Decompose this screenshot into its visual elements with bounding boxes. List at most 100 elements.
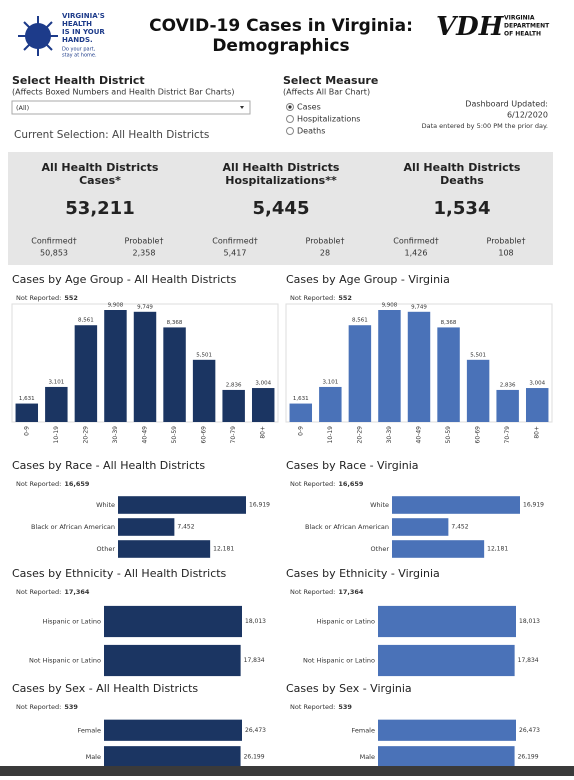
summary: All Health DistrictsCases*53,211Confirme…: [31, 161, 525, 258]
value-label: 26,199: [518, 753, 539, 760]
chart-title: Cases by Sex - All Health Districts: [12, 682, 198, 695]
value-label: 8,368: [441, 320, 457, 326]
bar: [378, 310, 401, 422]
value-label: 9,749: [411, 304, 427, 310]
not-reported: Not Reported: 16,659: [290, 480, 364, 488]
bar: [104, 644, 241, 677]
note-value: 16,659: [64, 480, 90, 488]
category-label: 60-69: [475, 426, 482, 444]
category-label: Black or African American: [31, 523, 115, 531]
summary-panel: [8, 152, 553, 265]
option-label[interactable]: Cases: [297, 103, 321, 112]
bar: [319, 386, 342, 422]
chart-title: Cases by Race - All Health Districts: [12, 459, 205, 472]
dropdown-value[interactable]: (All): [16, 104, 29, 112]
value-label: 12,181: [213, 546, 234, 553]
vdh-name: DEPARTMENT: [504, 23, 550, 30]
value-label: 1,631: [293, 396, 309, 402]
note-value: 539: [64, 703, 78, 711]
summary-total: 1,534: [434, 198, 491, 219]
bar: [118, 496, 246, 514]
chart-title: Cases by Age Group - Virginia: [286, 273, 450, 286]
category-label: Other: [371, 545, 390, 553]
note-label: Not Reported:: [290, 480, 335, 488]
charts: Cases by Age Group - All Health District…: [11, 273, 553, 768]
measure-option[interactable]: Deaths: [286, 127, 326, 136]
bar: [289, 403, 313, 422]
category-label: 30-39: [112, 426, 119, 444]
bar: [104, 719, 242, 741]
category-label: 0-9: [23, 426, 30, 436]
bar: [104, 310, 127, 422]
value-label: 26,473: [519, 727, 540, 734]
bar: [466, 359, 490, 422]
not-reported: Not Reported: 16,659: [16, 480, 90, 488]
probable-label: Probable†: [306, 237, 345, 246]
category-label: Black or African American: [305, 523, 389, 531]
confirmed-value: 1,426: [405, 249, 428, 258]
confirmed-label: Confirmed†: [212, 237, 258, 246]
logo-line: IS IN YOUR: [62, 28, 105, 36]
filter-label: Select Measure: [283, 74, 378, 87]
updated-note: Data entered by 5:00 PM the prior day.: [422, 122, 548, 130]
summary-title: Hospitalizations**: [225, 174, 337, 187]
bar: [133, 311, 157, 422]
category-label: 80+: [534, 426, 541, 439]
logo-line: HEALTH: [62, 20, 92, 28]
bar: [74, 325, 98, 422]
bar: [392, 496, 520, 514]
value-label: 18,013: [519, 618, 540, 625]
note-value: 552: [64, 294, 78, 302]
option-label[interactable]: Hospitalizations: [297, 115, 360, 124]
category-label: 70-79: [230, 426, 237, 444]
value-label: 3,004: [255, 381, 271, 387]
category-label: Female: [351, 726, 375, 734]
note-value: 17,364: [338, 588, 364, 596]
category-label: White: [96, 501, 115, 509]
logo-line: HANDS.: [62, 36, 93, 44]
value-label: 5,501: [470, 352, 486, 358]
note-value: 17,364: [64, 588, 90, 596]
filter-label: Select Health District: [12, 74, 145, 87]
value-label: 7,452: [451, 524, 468, 531]
note-label: Not Reported:: [290, 588, 335, 596]
summary-title: All Health Districts: [42, 161, 159, 174]
option-label[interactable]: Deaths: [297, 127, 325, 136]
bar: [104, 605, 242, 638]
bar: [222, 389, 245, 422]
not-reported: Not Reported: 539: [16, 703, 78, 711]
value-label: 3,101: [322, 379, 338, 385]
updated-label: Dashboard Updated:: [465, 100, 548, 109]
confirmed-label: Confirmed†: [31, 237, 77, 246]
measure-option[interactable]: Hospitalizations: [286, 115, 361, 124]
category-label: Other: [97, 545, 116, 553]
probable-value: 28: [320, 249, 330, 258]
note-label: Not Reported:: [290, 294, 335, 302]
category-label: Not Hispanic or Latino: [303, 657, 375, 665]
summary-title: All Health Districts: [223, 161, 340, 174]
bar: [348, 325, 372, 422]
category-label: 30-39: [386, 426, 393, 444]
category-label: 60-69: [201, 426, 208, 444]
page-title: Demographics: [212, 36, 349, 56]
district-dropdown[interactable]: (All): [11, 100, 251, 115]
bar: [163, 327, 186, 422]
probable-value: 2,358: [133, 249, 156, 258]
not-reported: Not Reported: 17,364: [290, 588, 364, 596]
value-label: 16,919: [523, 502, 544, 509]
chart-title: Cases by Sex - Virginia: [286, 682, 412, 695]
note-value: 16,659: [338, 480, 364, 488]
logo-vdh: VDH VIRGINIA DEPARTMENT OF HEALTH: [436, 12, 550, 42]
probable-label: Probable†: [487, 237, 526, 246]
value-label: 8,561: [352, 318, 368, 324]
category-label: 20-29: [356, 426, 363, 444]
logo-tagline: stay at home.: [62, 53, 97, 59]
probable-value: 108: [498, 249, 513, 258]
bar: [378, 644, 515, 677]
logo-tagline: Do your part,: [62, 47, 96, 53]
category-label: Female: [77, 726, 101, 734]
measure-option[interactable]: Cases: [286, 103, 321, 112]
value-label: 8,561: [78, 318, 94, 324]
bar: [378, 605, 516, 638]
